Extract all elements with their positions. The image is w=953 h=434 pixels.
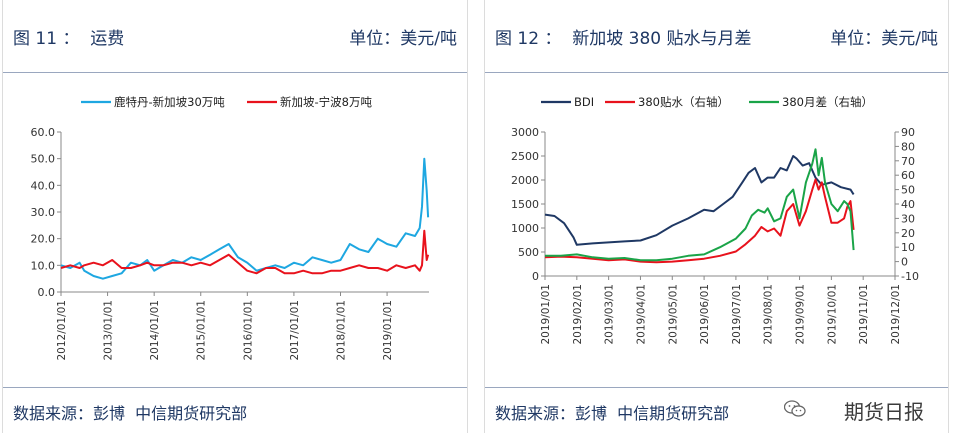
x-tick-label: 2019/01/01 [540,284,552,345]
x-tick-label: 2019/10/01 [826,284,838,345]
y2-tick-label: 10 [901,241,915,254]
x-tick-label: 2019/09/01 [795,284,807,345]
figure-title: 图 12 ： 新加坡 380 贴水与月差 [495,29,752,49]
y-tick-label: 3000 [511,126,539,139]
y2-tick-label: 90 [901,126,915,139]
x-tick-label: 2018/01/01 [335,300,347,361]
legend-label: 新加坡-宁波8万吨 [280,95,372,109]
x-tick-label: 2012/01/01 [56,300,68,361]
x-tick-label: 2016/01/01 [242,300,254,361]
y-tick-label: 30.0 [31,206,56,219]
legend-label: 380贴水（右轴） [638,95,729,109]
y-tick-label: 0.0 [38,286,56,299]
panel-header: 图 12 ： 新加坡 380 贴水与月差 单位：美元/吨 [485,0,948,73]
source-note: 数据来源：彭博 中信期货研究部 [13,404,248,423]
legend-label: 380月差（右轴） [782,95,873,109]
spread-line-chart: 050010001500200025003000-100102030405060… [511,95,919,345]
x-tick-label: 2019/02/01 [572,284,584,345]
freight-line-chart: 0.0 10.0 20.0 30.0 40.0 50.0 60.0 2012/01/01 201… [31,95,430,361]
y-tick-label: 1500 [511,198,539,211]
x-tick-label: 2019/04/01 [635,284,647,345]
panel-footer: 数据来源：彭博 中信期货研究部 期货日报 [485,387,948,434]
y2-tick-label: 40 [901,198,915,211]
y2-tick-label: 80 [901,140,915,153]
legend-label: BDI [574,95,594,109]
series-line [60,157,430,280]
unit-label: 单位：美元/吨 [349,29,457,49]
y2-tick-label: 0 [901,256,908,269]
legend-label: 鹿特丹-新加坡30万吨 [114,95,225,109]
unit-label: 单位：美元/吨 [830,29,938,49]
series-line [544,178,855,264]
x-tick-label: 2015/01/01 [196,300,208,361]
chart-panel-spread: 图 12 ： 新加坡 380 贴水与月差 单位：美元/吨 0 500 1000 150… [484,0,949,433]
x-tick-label: 2013/01/01 [103,300,115,361]
source-note: 数据来源：彭博 中信期货研究部 [495,404,730,423]
y-tick-label: 2000 [511,174,539,187]
panel-footer: 数据来源：彭博 中信期货研究部 [3,387,467,434]
x-tick-label: 2019/01/01 [382,300,394,361]
series-line [545,148,855,262]
y2-tick-label: 20 [901,227,915,240]
watermark-text: 期货日报 [844,400,924,424]
x-tick-label: 2019/03/01 [604,284,616,345]
y2-tick-label: 50 [901,184,915,197]
figure-title: 图 11 ： 运费 [13,29,125,49]
x-tick-label: 2014/01/01 [149,300,161,361]
y-tick-label: 50.0 [31,153,56,166]
y-tick-label: 1000 [511,222,539,235]
x-tick-label: 2019/11/01 [858,284,870,345]
y-tick-label: 20.0 [31,233,56,246]
x-tick-label: 2019/12/01 [890,284,902,345]
x-tick-label: 2019/05/01 [667,284,679,345]
y2-tick-label: 70 [901,155,915,168]
x-tick-label: 2019/06/01 [699,284,711,345]
y2-tick-label: 60 [901,169,915,182]
chart-panel-freight: 图 11 ： 运费 单位：美元/吨 0.0 10.0 20.0 30.0 40.0 50.… [2,0,468,433]
y-tick-label: 40.0 [31,179,56,192]
x-tick-label: 2019/08/01 [763,284,775,345]
y-tick-label: 2500 [511,150,539,163]
series-line [544,155,855,246]
y2-tick-label: 30 [901,212,915,225]
wechat-icon [783,400,806,422]
series-line [60,229,430,275]
y-tick-label: 500 [518,246,539,259]
y-tick-label: 60.0 [31,126,56,139]
y-tick-label: 0 [532,270,539,283]
y-tick-label: 10.0 [31,259,56,272]
x-tick-label: 2019/07/01 [731,284,743,345]
panel-header: 图 11 ： 运费 单位：美元/吨 [3,0,467,73]
x-tick-label: 2017/01/01 [289,300,301,361]
y2-tick-label: -10 [901,270,919,283]
